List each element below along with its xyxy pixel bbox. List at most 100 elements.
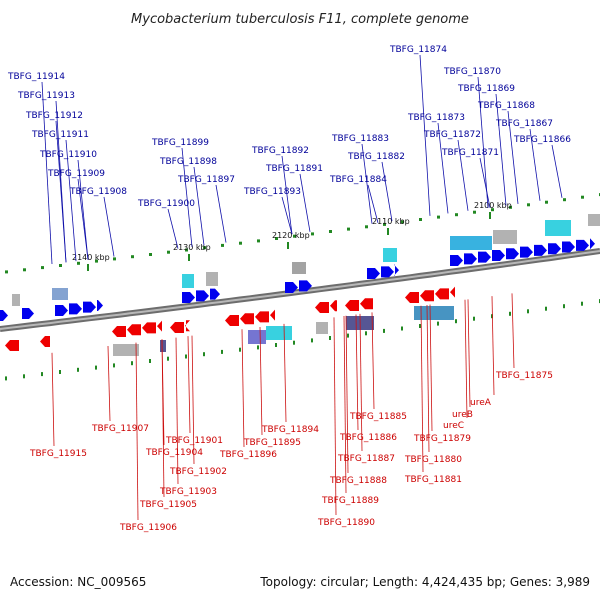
forward-gene-label: TBFG_11882 [347, 152, 405, 162]
forward-gene-arrow [381, 266, 394, 278]
forward-gene-arrow [576, 239, 589, 251]
tick-dot-outer [383, 222, 386, 226]
tick-dot-outer [437, 215, 440, 219]
forward-gene-label: TBFG_11891 [265, 164, 323, 174]
tick-dot-inner [221, 349, 223, 354]
reverse-gene-label: TBFG_11896 [219, 450, 277, 460]
forward-label-line [479, 157, 491, 208]
feature-box [545, 220, 571, 236]
tick-dot-outer [347, 227, 350, 231]
forward-gene-label: TBFG_11883 [331, 134, 389, 144]
forward-gene-arrow [534, 244, 547, 256]
tick-dot-outer [77, 261, 80, 265]
tick-dot-inner [455, 319, 457, 324]
forward-label-line [367, 184, 379, 223]
forward-gene-label: TBFG_11866 [513, 135, 571, 145]
forward-gene-label: TBFG_11898 [159, 157, 217, 167]
forward-gene-label: TBFG_11870 [443, 67, 501, 77]
reverse-gene-label: TBFG_11887 [337, 454, 395, 464]
tick-dot-inner [563, 304, 565, 309]
forward-label-line [457, 139, 469, 211]
reverse-gene-label: ureB [452, 410, 473, 420]
tick-dot-inner [23, 374, 25, 379]
tick-dot-inner [131, 361, 133, 366]
feature-box [414, 306, 454, 320]
forward-label-line [281, 196, 293, 235]
reverse-gene-label: TBFG_11907 [91, 424, 149, 434]
genome-summary-text: Topology: circular; Length: 4,424,435 bp… [259, 575, 590, 589]
tick-dot-outer [527, 203, 530, 207]
tick-dot-inner [41, 372, 43, 377]
reverse-label-line [107, 346, 111, 422]
forward-gene-label: TBFG_11872 [423, 130, 481, 140]
reverse-label-line [371, 312, 375, 410]
feature-box [588, 214, 600, 226]
tick-dot-inner [293, 340, 295, 345]
reverse-gene-label: TBFG_11886 [339, 433, 397, 443]
reverse-label-line [420, 305, 424, 473]
reverse-label-line [161, 339, 165, 498]
reverse-label-line [429, 304, 433, 432]
forward-label-line [65, 139, 77, 262]
reverse-gene-arrow [315, 302, 329, 313]
forward-gene-arrow [562, 241, 575, 253]
tick-dot-outer [59, 264, 62, 267]
forward-gene-arrow [299, 280, 312, 292]
tick-dot-outer [329, 230, 332, 233]
tick-mark [287, 242, 289, 249]
tick-dot-outer [149, 253, 152, 256]
feature-box [383, 248, 397, 262]
reverse-gene-label: TBFG_11880 [404, 455, 462, 465]
forward-label-line [437, 122, 449, 214]
forward-label-line [299, 173, 311, 232]
forward-label-line [507, 110, 519, 204]
reverse-gene-label: TBFG_11888 [329, 476, 387, 486]
reverse-label-line [345, 315, 349, 474]
tick-dot-outer [581, 195, 584, 199]
forward-label-line [41, 81, 53, 265]
accession-text: Accession: NC_009565 [10, 575, 146, 589]
tick-dot-inner [311, 338, 313, 343]
tick-dot-outer [419, 218, 422, 221]
forward-gene-arrow [196, 290, 209, 302]
forward-label-line [77, 178, 89, 260]
tick-dot-outer [203, 246, 206, 250]
tick-dot-outer [311, 232, 314, 236]
tick-dot-inner [419, 324, 421, 328]
forward-gene-arrow [210, 288, 220, 300]
forward-gene-label: TBFG_11913 [17, 91, 75, 101]
reverse-gene-arrow [112, 326, 126, 337]
forward-gene-arrow [55, 305, 68, 316]
reverse-label-line [464, 299, 468, 419]
reverse-label-line [175, 337, 179, 485]
tick-dot-outer [275, 237, 278, 240]
reverse-label-line [359, 313, 363, 452]
forward-label-line [529, 128, 541, 201]
backbone-highlight [0, 250, 600, 330]
forward-label-line [55, 120, 67, 263]
forward-label-line [495, 93, 507, 206]
forward-label-line [215, 184, 227, 243]
tick-dot-inner [185, 354, 187, 359]
tick-dot-outer [185, 248, 188, 252]
reverse-label-line [241, 329, 245, 448]
tick-mark [489, 212, 491, 219]
tick-dot-outer [95, 259, 98, 263]
reverse-gene-arrow [345, 300, 359, 311]
reverse-label-line [135, 342, 139, 521]
reverse-gene-label: TBFG_11894 [261, 425, 319, 435]
tick-dot-inner [473, 316, 475, 321]
tick-dot-inner [59, 370, 61, 374]
tick-label: 2100 kbp [474, 201, 512, 210]
reverse-label-line [283, 323, 287, 423]
reverse-gene-arrow [450, 286, 455, 298]
feature-box [316, 322, 328, 334]
feature-box [12, 294, 20, 306]
reverse-gene-label: TBFG_11885 [349, 412, 407, 422]
tick-dot-outer [23, 268, 26, 272]
reverse-gene-label: TBFG_11906 [119, 523, 177, 533]
reverse-label-line [467, 299, 471, 408]
forward-gene-label: TBFG_11868 [477, 101, 535, 111]
reverse-gene-label: TBFG_11881 [404, 475, 462, 485]
